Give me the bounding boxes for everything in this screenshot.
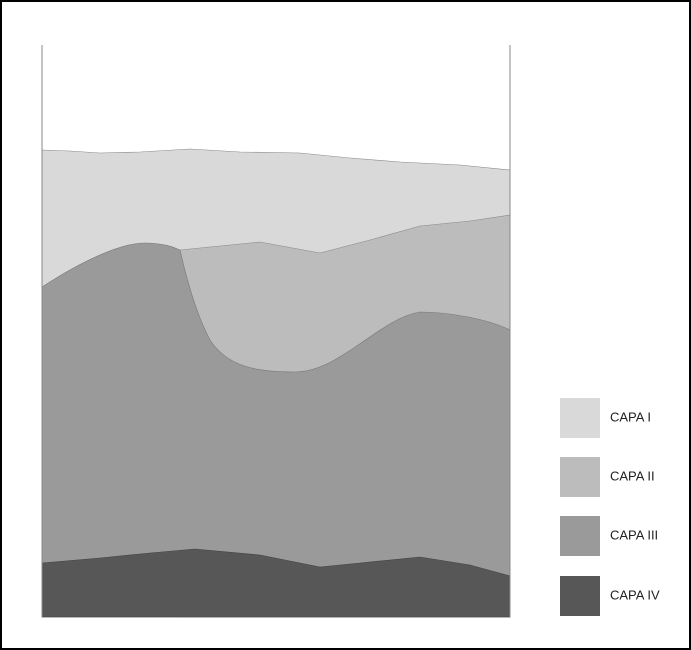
legend-label: CAPA III	[610, 527, 658, 542]
legend-swatch	[560, 398, 600, 438]
legend-label: CAPA IV	[610, 587, 660, 602]
legend-label: CAPA II	[610, 468, 655, 483]
legend-swatch	[560, 457, 600, 497]
legend-swatch	[560, 516, 600, 556]
legend-label: CAPA I	[610, 409, 651, 424]
legend-swatch	[560, 576, 600, 616]
layer-3	[41, 242, 511, 618]
